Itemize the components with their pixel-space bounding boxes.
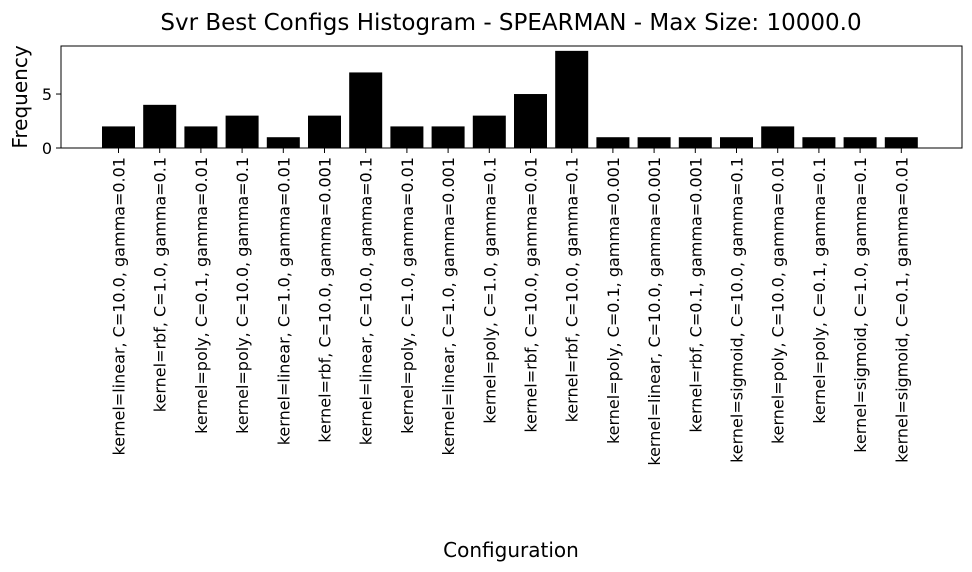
bar-4 <box>266 137 300 148</box>
x-tick-label-16: kernel=poly, C=10.0, gamma=0.01 <box>769 157 788 444</box>
x-tick-label-18: kernel=sigmoid, C=1.0, gamma=0.1 <box>851 157 870 453</box>
bar-6 <box>349 72 383 148</box>
x-tick-label-4: kernel=linear, C=1.0, gamma=0.01 <box>274 157 293 445</box>
bar-7 <box>390 126 424 148</box>
x-tick-label-0: kernel=linear, C=10.0, gamma=0.01 <box>110 157 129 455</box>
bar-15 <box>720 137 753 148</box>
x-tick-label-15: kernel=sigmoid, C=10.0, gamma=0.1 <box>728 157 747 463</box>
axes-layer: 0 5 kernel=linear, C=10.0, gamma=0.01 kerne… <box>42 85 911 466</box>
x-tick-label-12: kernel=poly, C=0.1, gamma=0.001 <box>604 157 623 444</box>
bar-12 <box>596 137 630 148</box>
x-tick-label-3: kernel=poly, C=10.0, gamma=0.1 <box>233 157 252 434</box>
y-axis-title: Frequency <box>8 45 32 148</box>
y-tick-label-0: 0 <box>42 139 52 158</box>
x-tick-label-9: kernel=poly, C=1.0, gamma=0.1 <box>480 157 499 424</box>
y-tick-label-1: 5 <box>42 85 52 104</box>
x-tick-label-1: kernel=rbf, C=1.0, gamma=0.1 <box>151 157 170 412</box>
bars-layer <box>102 50 918 148</box>
x-tick-label-14: kernel=rbf, C=0.1, gamma=0.001 <box>686 157 705 433</box>
bar-19 <box>884 137 918 148</box>
bar-3 <box>225 115 259 148</box>
bar-18 <box>843 137 877 148</box>
bar-10 <box>514 94 547 148</box>
bar-9 <box>472 115 506 148</box>
bar-8 <box>431 126 465 148</box>
bar-17 <box>802 137 836 148</box>
bar-13 <box>637 137 671 148</box>
x-axis-title: Configuration <box>443 538 579 562</box>
x-tick-label-13: kernel=linear, C=10.0, gamma=0.001 <box>645 157 664 466</box>
x-tick-label-7: kernel=poly, C=1.0, gamma=0.01 <box>398 157 417 434</box>
x-tick-label-19: kernel=sigmoid, C=0.1, gamma=0.01 <box>892 157 911 463</box>
bar-0 <box>102 126 135 148</box>
x-tick-label-8: kernel=linear, C=1.0, gamma=0.001 <box>439 157 458 455</box>
x-tick-label-10: kernel=rbf, C=10.0, gamma=0.01 <box>522 157 541 433</box>
chart-title: Svr Best Configs Histogram - SPEARMAN - … <box>160 10 861 36</box>
x-tick-label-17: kernel=poly, C=0.1, gamma=0.1 <box>810 157 829 424</box>
bar-5 <box>308 115 341 148</box>
x-tick-label-5: kernel=rbf, C=10.0, gamma=0.001 <box>316 157 335 443</box>
x-tick-label-2: kernel=poly, C=0.1, gamma=0.01 <box>192 157 211 434</box>
bar-1 <box>143 104 177 148</box>
x-tick-label-6: kernel=linear, C=10.0, gamma=0.1 <box>357 157 376 445</box>
x-tick-label-11: kernel=rbf, C=10.0, gamma=0.1 <box>563 157 582 422</box>
bar-14 <box>678 137 712 148</box>
plot-frame <box>60 45 963 149</box>
bar-2 <box>184 126 218 148</box>
bar-16 <box>761 126 795 148</box>
bar-11 <box>555 50 589 148</box>
